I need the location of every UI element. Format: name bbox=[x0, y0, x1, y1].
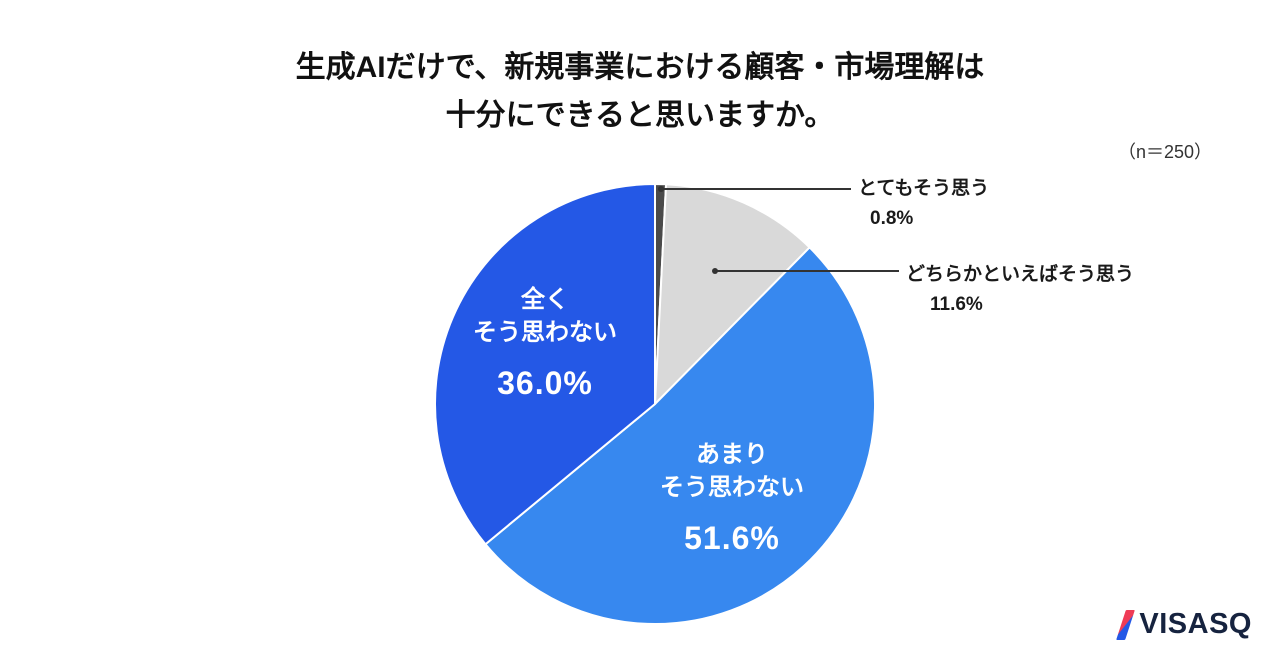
sample-size-label: （n＝250） bbox=[1117, 142, 1212, 162]
leader-line-totemo bbox=[658, 186, 851, 192]
page-title: 生成AIだけで、新規事業における顧客・市場理解は 十分にできると思いますか。 bbox=[0, 44, 1280, 140]
callout-totemo-sou-omou: とてもそう思う 0.8% bbox=[858, 173, 989, 230]
pie-slice-3 bbox=[434, 182, 656, 546]
visasq-logo-text: VISASQ bbox=[1139, 608, 1252, 640]
title-line-2: 十分にできると思いますか。 bbox=[445, 99, 835, 132]
title-line-1: 生成AIだけで、新規事業における顧客・市場理解は bbox=[295, 51, 985, 84]
leader-dot bbox=[658, 186, 664, 192]
pie-slice-1 bbox=[653, 183, 811, 407]
leader-dot bbox=[712, 268, 718, 274]
callout-label: とてもそう思う bbox=[858, 178, 990, 199]
callout-value: 11.6% bbox=[930, 294, 983, 315]
visasq-logo: VISASQ bbox=[1116, 608, 1252, 641]
visasq-slash-icon bbox=[1116, 609, 1136, 640]
pie-chart bbox=[430, 179, 880, 629]
leader-line-dochiraka bbox=[712, 268, 899, 274]
pie-slices bbox=[434, 182, 877, 626]
callout-dochiraka-to-ieba: どちらかといえばそう思う 11.6% bbox=[906, 259, 1134, 316]
callout-value: 0.8% bbox=[870, 208, 914, 229]
callout-label: どちらかといえばそう思う bbox=[906, 264, 1135, 285]
pie-slice-2 bbox=[484, 246, 877, 626]
pie-chart-svg bbox=[434, 182, 877, 626]
